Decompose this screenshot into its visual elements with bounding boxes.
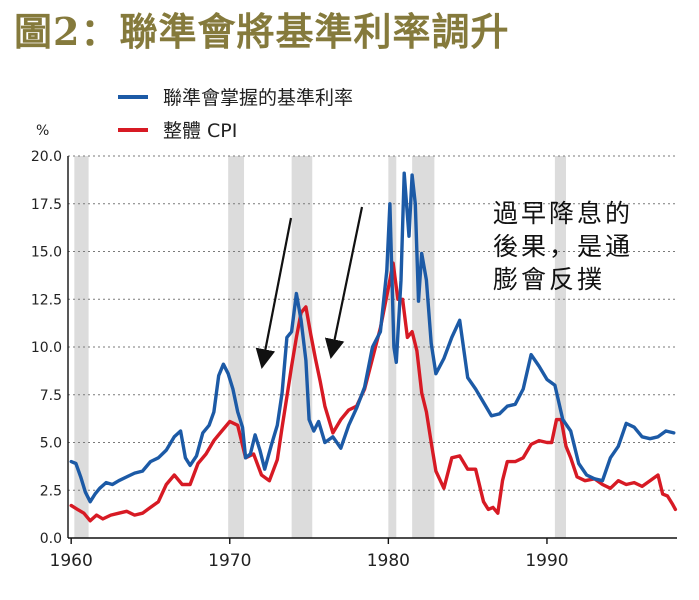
figure-title: 圖2：聯準會將基準利率調升 [14,9,510,54]
y-tick-label: 17.5 [31,197,62,213]
y-tick-label: 20.0 [31,149,62,165]
x-tick-label: 1960 [50,551,93,571]
series-line-fed-rate [69,171,676,504]
y-tick-label: 7.5 [40,388,62,404]
x-tick-label: 1970 [208,551,251,571]
series-line-cpi [69,261,678,523]
recession-band-2 [291,156,313,538]
x-tick-label: 1980 [367,551,410,571]
y-tick-label: 10.0 [31,340,62,356]
recession-band-5 [554,156,566,538]
y-tick-label: 12.5 [31,292,62,308]
y-axis-unit: % [36,123,49,139]
legend-label-cpi: 整體 CPI [163,120,237,142]
y-tick-label: 0.0 [40,531,62,547]
x-tick-label: 1990 [525,551,568,571]
annotation-line-2: 後果，是通 [493,232,633,261]
series-layer [69,171,678,523]
legend-label-fed-rate: 聯準會掌握的基準利率 [163,87,353,109]
axes: 0.0 2.5 5.0 7.5 10.0 12.5 15.0 17.5 20.0 1960 1970… [31,149,677,571]
y-tick-label: 15.0 [31,245,62,261]
recession-band-1 [228,156,245,538]
annotation-arrow-1 [255,217,293,369]
recession-band-0 [74,156,89,538]
y-tick-label: 2.5 [40,483,62,499]
annotation: 過早降息的 後果，是通 膨會反撲 [255,199,633,369]
annotation-line-1: 過早降息的 [493,199,633,228]
y-tick-label: 5.0 [40,436,62,452]
annotation-arrow-2 [324,206,364,359]
legend: 聯準會掌握的基準利率 整體 CPI [118,87,353,142]
annotation-line-3: 膨會反撲 [493,265,605,294]
